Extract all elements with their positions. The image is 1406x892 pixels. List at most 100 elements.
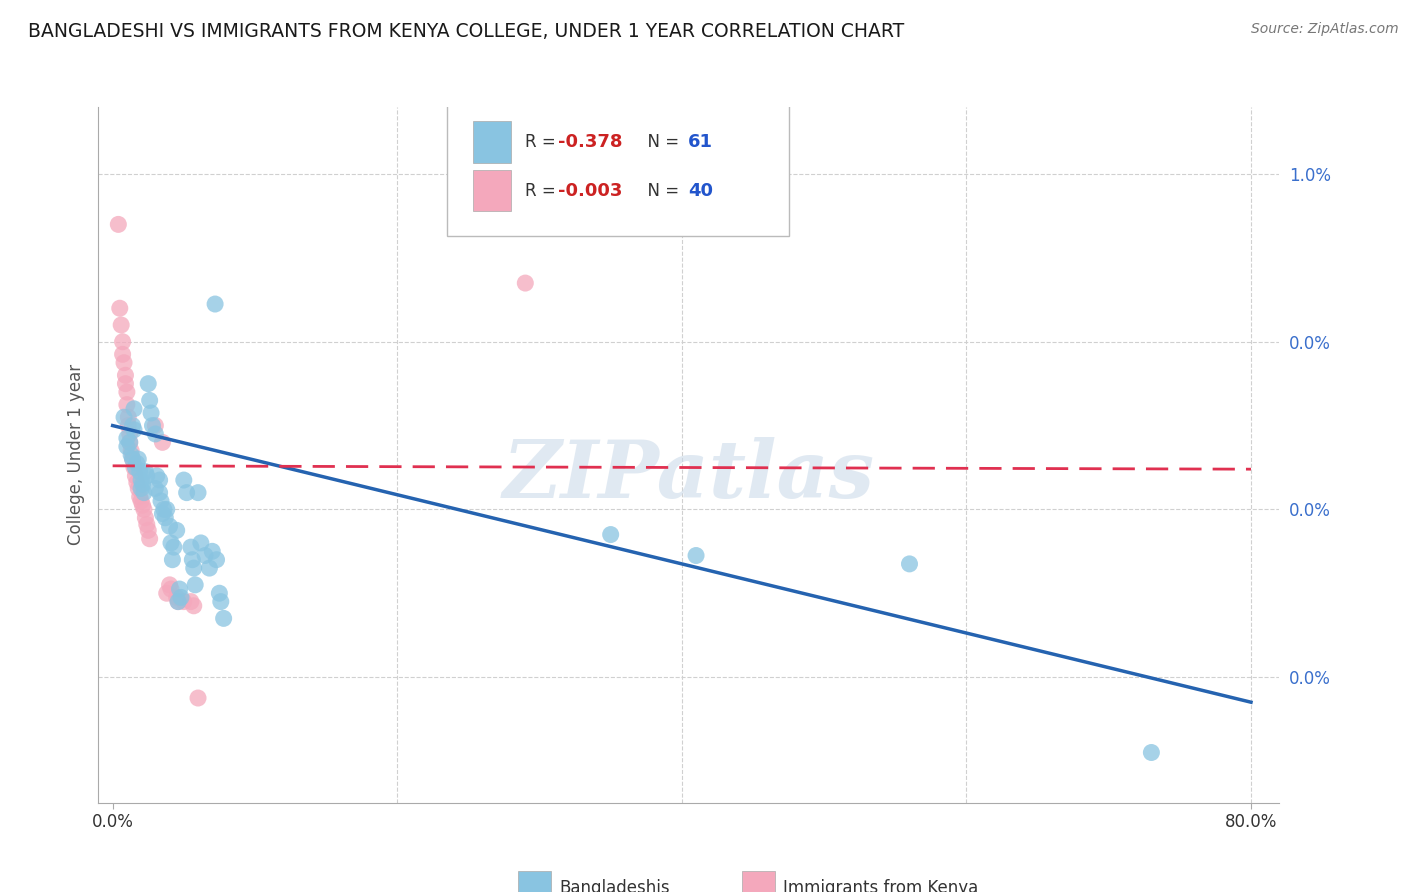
FancyBboxPatch shape [742,871,775,892]
Point [135,517,157,532]
Point [170,591,193,605]
Point [176,485,198,500]
Point [599,527,621,541]
Point [204,297,226,311]
Point [173,594,195,608]
Text: R =: R = [524,182,561,200]
Text: ZIPatlas: ZIPatlas [503,437,875,515]
Point [180,594,202,608]
Point [118,435,141,450]
Point [112,356,135,370]
Point [138,532,160,546]
Point [131,498,153,512]
Text: Bangladeshis: Bangladeshis [560,880,669,892]
Point [162,552,184,566]
Point [117,418,139,433]
Point [107,218,129,232]
Point [187,485,209,500]
Point [121,418,143,433]
Point [128,465,150,479]
Point [136,524,159,538]
Point [118,435,141,450]
Point [1140,746,1163,760]
Point [132,485,155,500]
Point [124,460,146,475]
Point [120,448,142,462]
Point [111,334,134,349]
Point [194,549,217,563]
Point [163,540,186,554]
Point [118,427,141,442]
Point [134,510,156,524]
Point [208,586,231,600]
Point [167,594,190,608]
Point [149,473,172,487]
Point [898,557,921,571]
Point [201,544,224,558]
Text: 61: 61 [688,133,713,151]
Text: 40: 40 [688,182,713,200]
Point [159,519,181,533]
Text: N =: N = [637,182,685,200]
FancyBboxPatch shape [472,121,510,162]
Point [173,473,195,487]
Point [190,536,212,550]
FancyBboxPatch shape [517,871,551,892]
Point [122,423,145,437]
Point [122,401,145,416]
FancyBboxPatch shape [447,100,789,235]
Point [129,494,152,508]
Point [115,440,138,454]
Point [127,482,149,496]
Point [209,594,232,608]
Point [138,393,160,408]
Point [136,376,159,391]
Point [156,502,179,516]
Point [108,301,131,316]
Point [181,552,204,566]
Text: BANGLADESHI VS IMMIGRANTS FROM KENYA COLLEGE, UNDER 1 YEAR CORRELATION CHART: BANGLADESHI VS IMMIGRANTS FROM KENYA COL… [28,22,904,41]
Point [187,691,209,706]
Point [128,490,150,504]
Point [169,582,191,596]
Text: R =: R = [524,133,561,151]
Point [120,443,142,458]
Text: Source: ZipAtlas.com: Source: ZipAtlas.com [1251,22,1399,37]
Point [153,502,176,516]
Point [121,452,143,467]
Point [159,578,181,592]
FancyBboxPatch shape [472,169,510,211]
Text: -0.378: -0.378 [558,133,623,151]
Point [160,536,183,550]
Point [160,582,183,596]
Point [198,561,221,575]
Text: N =: N = [637,133,685,151]
Point [122,460,145,475]
Point [150,494,173,508]
Point [180,540,202,554]
Point [114,376,136,391]
Text: Immigrants from Kenya: Immigrants from Kenya [783,880,979,892]
Point [135,468,157,483]
Point [129,473,152,487]
Point [167,594,190,608]
Point [111,347,134,361]
Point [124,468,146,483]
Point [132,502,155,516]
Point [114,368,136,383]
Point [127,452,149,467]
Point [212,611,235,625]
Point [145,468,167,483]
Point [131,477,153,491]
Point [112,410,135,425]
Point [149,485,172,500]
Point [166,524,188,538]
Point [184,578,207,592]
Point [115,385,138,400]
Point [685,549,707,563]
Point [155,510,177,524]
Point [152,507,174,521]
Point [115,398,138,412]
Point [134,465,156,479]
Point [121,452,143,467]
